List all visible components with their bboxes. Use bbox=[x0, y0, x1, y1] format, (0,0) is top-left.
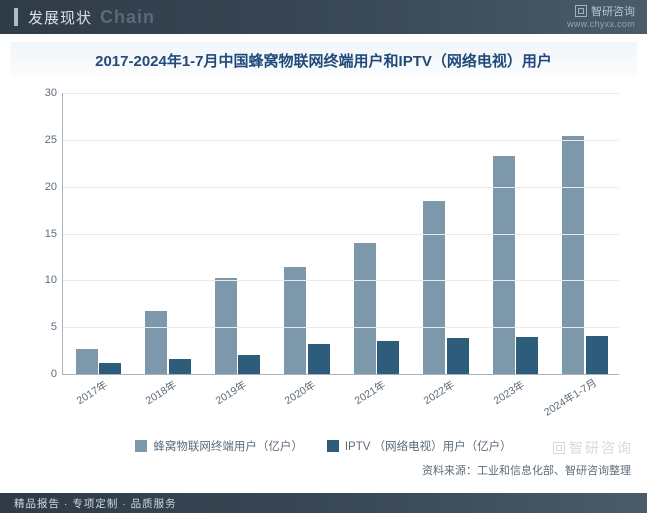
header-bar: 发展现状 Chain 智研咨询 www.chyxx.com bbox=[0, 0, 647, 34]
legend-item: 蜂窝物联网终端用户（亿户） bbox=[135, 438, 303, 454]
chart-y-tick-label: 15 bbox=[27, 228, 57, 240]
chart-gridline bbox=[63, 93, 619, 94]
chart-bar bbox=[76, 349, 98, 374]
chart-title: 2017-2024年1-7月中国蜂窝物联网终端用户和IPTV（网络电视）用户 bbox=[10, 42, 637, 77]
legend-swatch-icon bbox=[135, 440, 147, 452]
legend-swatch-icon bbox=[327, 440, 339, 452]
chart-x-tick-label: 2019年 bbox=[212, 377, 249, 408]
chart-gridline bbox=[63, 280, 619, 281]
chart-bar bbox=[284, 267, 306, 374]
header-accent bbox=[14, 8, 18, 26]
chart-x-tick-label: 2023年 bbox=[490, 377, 527, 408]
chart-bar bbox=[145, 311, 167, 374]
header-brand: 智研咨询 www.chyxx.com bbox=[567, 3, 635, 29]
watermark-brand: 智研咨询 bbox=[553, 438, 633, 458]
chart-gridline bbox=[63, 140, 619, 141]
chart-y-tick-label: 10 bbox=[27, 274, 57, 286]
chart-panel: 2017-2024年1-7月中国蜂窝物联网终端用户和IPTV（网络电视）用户 2… bbox=[0, 34, 647, 493]
chart-x-tick-label: 2017年 bbox=[73, 377, 110, 408]
chart-bar bbox=[169, 359, 191, 374]
chart-bar bbox=[238, 355, 260, 374]
header-title-ghost: Chain bbox=[100, 7, 155, 28]
chart-y-tick-label: 30 bbox=[27, 87, 57, 99]
watermark-logo-icon bbox=[553, 442, 565, 454]
footer-bar: 精品报告 · 专项定制 · 品质服务 bbox=[0, 493, 647, 513]
chart-gridline bbox=[63, 327, 619, 328]
chart-bar bbox=[493, 156, 515, 374]
chart-bar bbox=[99, 363, 121, 374]
chart-bar bbox=[377, 341, 399, 374]
legend-label: 蜂窝物联网终端用户（亿户） bbox=[153, 438, 303, 454]
chart-y-tick-label: 5 bbox=[27, 321, 57, 333]
chart-bar bbox=[562, 136, 584, 374]
chart-bar bbox=[308, 344, 330, 374]
brand-name: 智研咨询 bbox=[591, 3, 635, 19]
header-title-cn: 发展现状 bbox=[28, 7, 92, 28]
chart-x-tick-label: 2024年1-7月 bbox=[541, 375, 599, 419]
chart-x-tick-label: 2021年 bbox=[351, 377, 388, 408]
legend-label: IPTV （网络电视）用户（亿户） bbox=[345, 438, 512, 454]
chart-legend: 蜂窝物联网终端用户（亿户） IPTV （网络电视）用户（亿户） bbox=[0, 438, 647, 455]
chart-source: 资料来源：工业和信息化部、智研咨询整理 bbox=[422, 462, 631, 478]
chart-bar bbox=[447, 338, 469, 374]
brand-url: www.chyxx.com bbox=[567, 19, 635, 29]
chart-bar bbox=[423, 201, 445, 374]
brand-logo-icon bbox=[575, 5, 587, 17]
chart-plot: 2017年 2018年 2019年 2020年 2021年 2022年 2023年 2024年… bbox=[20, 87, 627, 417]
chart-plot-area: 2017年2018年2019年2020年2021年2022年2023年2024年… bbox=[62, 93, 619, 375]
chart-bar bbox=[354, 243, 376, 374]
chart-y-tick-label: 0 bbox=[27, 368, 57, 380]
chart-bar bbox=[215, 278, 237, 374]
chart-x-tick-label: 2018年 bbox=[143, 377, 180, 408]
chart-bar bbox=[516, 337, 538, 374]
chart-bar bbox=[586, 336, 608, 374]
chart-x-tick-label: 2020年 bbox=[282, 377, 319, 408]
chart-gridline bbox=[63, 234, 619, 235]
footer-text: 精品报告 · 专项定制 · 品质服务 bbox=[14, 496, 177, 511]
watermark-text: 智研咨询 bbox=[569, 438, 633, 458]
legend-item: IPTV （网络电视）用户（亿户） bbox=[327, 438, 512, 454]
chart-x-tick-label: 2022年 bbox=[421, 377, 458, 408]
chart-gridline bbox=[63, 187, 619, 188]
chart-y-tick-label: 20 bbox=[27, 181, 57, 193]
chart-y-tick-label: 25 bbox=[27, 134, 57, 146]
